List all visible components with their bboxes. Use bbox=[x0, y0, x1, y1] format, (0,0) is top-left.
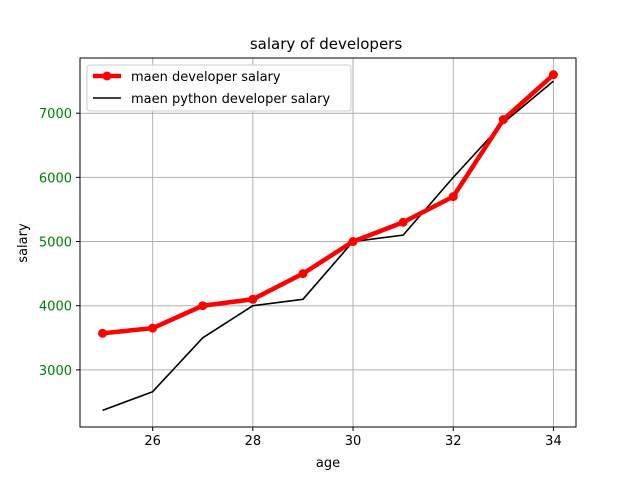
grid bbox=[80, 58, 576, 427]
y-tick-label: 7000 bbox=[39, 107, 72, 122]
x-tick-label: 30 bbox=[345, 434, 362, 449]
series-line-0 bbox=[102, 73, 555, 336]
y-tick-label: 4000 bbox=[39, 300, 72, 315]
chart-title: salary of developers bbox=[250, 35, 403, 53]
x-tick-label: 34 bbox=[545, 434, 562, 449]
y-tick-label: 3000 bbox=[39, 364, 72, 379]
y-tick-label: 6000 bbox=[39, 171, 72, 186]
series-0-point bbox=[348, 237, 358, 247]
series-0-point bbox=[448, 192, 458, 202]
series-0-point bbox=[548, 70, 558, 80]
legend-marker-developer bbox=[102, 71, 112, 81]
series-0-point bbox=[398, 217, 408, 227]
x-axis-title: age bbox=[316, 456, 340, 471]
series-0-point bbox=[498, 115, 508, 125]
plot-frame bbox=[79, 57, 577, 428]
series-0-point bbox=[148, 323, 158, 333]
y-axis-ticks: 3000 4000 5000 6000 7000 bbox=[39, 107, 80, 379]
x-tick-label: 28 bbox=[245, 434, 262, 449]
series-0-point bbox=[198, 301, 208, 311]
y-axis-title: salary bbox=[16, 223, 31, 263]
x-tick-label: 32 bbox=[445, 434, 462, 449]
series-line-1 bbox=[102, 80, 554, 412]
legend-label-developer: maen developer salary bbox=[131, 70, 281, 85]
x-axis-ticks: 26 28 30 32 34 bbox=[144, 427, 562, 449]
y-tick-label: 5000 bbox=[39, 236, 72, 251]
legend: maen developer salary maen python develo… bbox=[86, 64, 352, 112]
legend-box bbox=[86, 64, 352, 112]
series-layer bbox=[98, 70, 558, 412]
x-tick-label: 26 bbox=[144, 434, 161, 449]
series-0-point bbox=[98, 328, 108, 338]
series-0-point bbox=[248, 294, 258, 304]
legend-label-python-developer: maen python developer salary bbox=[131, 92, 331, 107]
series-0-point bbox=[298, 269, 308, 279]
